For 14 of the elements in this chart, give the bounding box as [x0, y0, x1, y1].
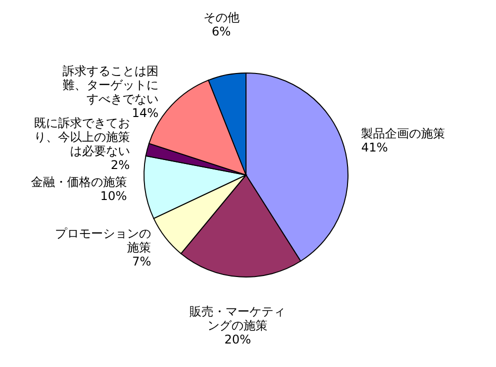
- slice-label: その他: [203, 10, 240, 25]
- slice-label: 既に訴求できており、今以上の施策は必要ない: [34, 116, 130, 158]
- slice-label: 販売・マーケティングの施策: [190, 305, 286, 334]
- slice-label: 製品企画の施策: [361, 126, 446, 141]
- data-label: 14%: [132, 106, 159, 120]
- data-label: 6%: [212, 24, 231, 39]
- slice-label: 訴求することは困難、ターゲットにすべきでない: [62, 64, 159, 106]
- slice-label: プロモーションの施策: [55, 226, 152, 255]
- slice-label: 金融・価格の施策: [30, 175, 127, 190]
- data-label: 7%: [132, 254, 152, 269]
- data-label: 10%: [100, 189, 127, 204]
- data-label: 2%: [110, 158, 130, 172]
- data-label: 20%: [224, 333, 252, 348]
- data-label: 41%: [361, 140, 388, 155]
